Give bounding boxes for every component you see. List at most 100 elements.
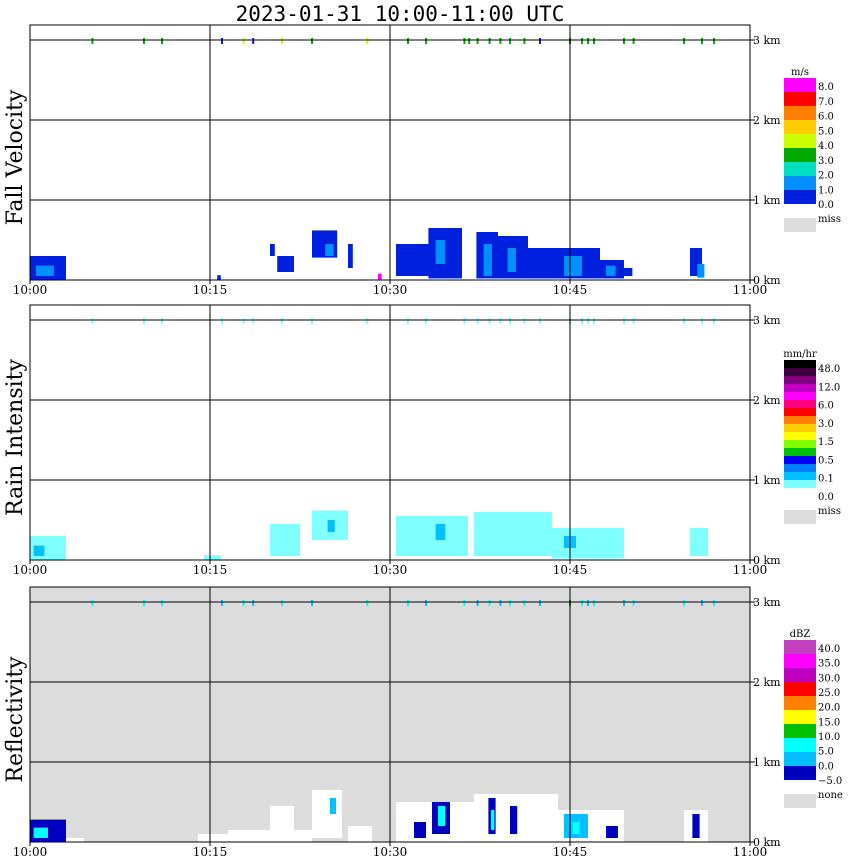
legend-swatch (784, 766, 816, 780)
legend-level-label: 40.0 (818, 644, 840, 655)
x-tick-label: 10:15 (193, 845, 228, 859)
top-echo-mark (221, 600, 223, 606)
echo-cell (348, 826, 372, 842)
top-echo-mark (587, 38, 589, 44)
top-echo-mark (623, 318, 625, 324)
top-echo-mark (281, 600, 283, 606)
top-echo-mark (509, 318, 511, 324)
echo-cell (438, 806, 446, 826)
legend-level-label: 7.0 (818, 97, 834, 108)
top-echo-mark (701, 600, 703, 606)
legend-swatch (784, 400, 816, 408)
top-echo-mark (593, 600, 595, 606)
panel-ylabel: Rain Intensity (3, 358, 28, 515)
top-echo-mark (221, 38, 223, 44)
legend-level-label: 20.0 (818, 703, 840, 714)
top-echo-mark (683, 318, 685, 324)
echo-cell (510, 806, 518, 834)
panel-1: 0 km 1 km 2 km 3 km 10:00 10:15 10:30 10:45 11:0… (3, 304, 841, 577)
y-tick-label: 0 km (753, 554, 781, 567)
legend-title: mm/hr (783, 349, 817, 360)
top-echo-mark (509, 38, 511, 44)
top-echo-mark (581, 600, 583, 606)
echo-cell (204, 555, 221, 560)
echo-cell (490, 810, 495, 830)
legend-swatch (784, 78, 816, 92)
y-tick-label: 0 km (753, 836, 781, 849)
echo-cell (270, 244, 275, 256)
echo-cell (414, 822, 426, 838)
panel-2: 0 km 1 km 2 km 3 km 10:00 10:15 10:30 10:45 11:0… (3, 586, 843, 859)
legend-swatch (784, 682, 816, 696)
legend-swatch (784, 480, 816, 488)
legend-title: m/s (791, 67, 809, 78)
top-echo-mark (539, 318, 541, 324)
top-echo-mark (425, 318, 427, 324)
top-echo-mark (523, 38, 526, 44)
top-echo-mark (488, 600, 491, 606)
x-tick-label: 11:00 (733, 563, 768, 577)
legend-swatch (784, 752, 816, 766)
top-echo-mark (713, 38, 715, 44)
legend-swatch (784, 392, 816, 400)
legend-level-label: 1.5 (818, 437, 834, 448)
top-echo-mark (407, 318, 409, 324)
top-echo-mark (593, 38, 595, 44)
legend-level-label: 0.0 (818, 200, 834, 211)
top-echo-mark (463, 600, 466, 606)
legend-swatch (784, 654, 816, 668)
top-echo-mark (476, 38, 479, 44)
chart-title: 2023-01-31 10:00-11:00 UTC (235, 2, 565, 26)
top-echo-mark (581, 318, 583, 324)
legend-level-label: 6.0 (818, 112, 834, 123)
legend-level-label: 0.0 (818, 492, 834, 503)
echo-cell (483, 244, 492, 276)
legend-level-label: 5.0 (818, 747, 834, 758)
legend-swatch (784, 360, 816, 368)
echo-cell (435, 240, 446, 264)
y-tick-label: 3 km (753, 596, 781, 609)
echo-cell (396, 244, 432, 276)
echo-cell (270, 524, 300, 556)
top-echo-mark (632, 318, 635, 324)
x-tick-label: 10:00 (13, 563, 48, 577)
echo-cell (624, 268, 633, 276)
panel-0: 0 km 1 km 2 km 3 km 10:00 10:15 10:30 10:45 11:0… (3, 24, 841, 297)
top-echo-mark (311, 38, 313, 44)
top-echo-mark (281, 318, 283, 324)
top-echo-mark (488, 38, 491, 44)
legend-level-label: 3.0 (818, 156, 834, 167)
legend-swatch (784, 440, 816, 448)
top-echo-mark (463, 318, 466, 324)
legend-swatch (784, 416, 816, 424)
echo-cell (348, 244, 353, 268)
top-echo-mark (632, 600, 635, 606)
y-tick-label: 1 km (753, 194, 781, 207)
echo-cell (312, 790, 342, 838)
legend-swatch (784, 738, 816, 752)
echo-cell (330, 798, 336, 814)
top-echo-mark (539, 600, 541, 606)
y-tick-label: 2 km (753, 394, 781, 407)
legend-swatch (784, 376, 816, 384)
top-echo-mark (539, 38, 541, 44)
legend-level-label: 0.1 (818, 474, 834, 485)
top-echo-mark (252, 600, 255, 606)
echo-cell (697, 264, 705, 278)
legend-level-label: 4.0 (818, 141, 834, 152)
echo-cell (552, 528, 624, 559)
legend-swatch (784, 162, 816, 176)
top-echo-mark (91, 38, 94, 44)
y-tick-label: 0 km (753, 274, 781, 287)
legend-missing-label: none (818, 790, 843, 801)
top-echo-mark (499, 318, 502, 324)
top-echo-mark (509, 600, 511, 606)
legend-missing-label: miss (818, 506, 841, 517)
top-echo-mark (143, 318, 145, 324)
legend-swatch (784, 176, 816, 190)
top-echo-mark (488, 318, 491, 324)
top-echo-mark (499, 38, 502, 44)
top-echo-mark (366, 600, 369, 606)
x-tick-label: 11:00 (733, 845, 768, 859)
echo-cell (33, 545, 45, 556)
